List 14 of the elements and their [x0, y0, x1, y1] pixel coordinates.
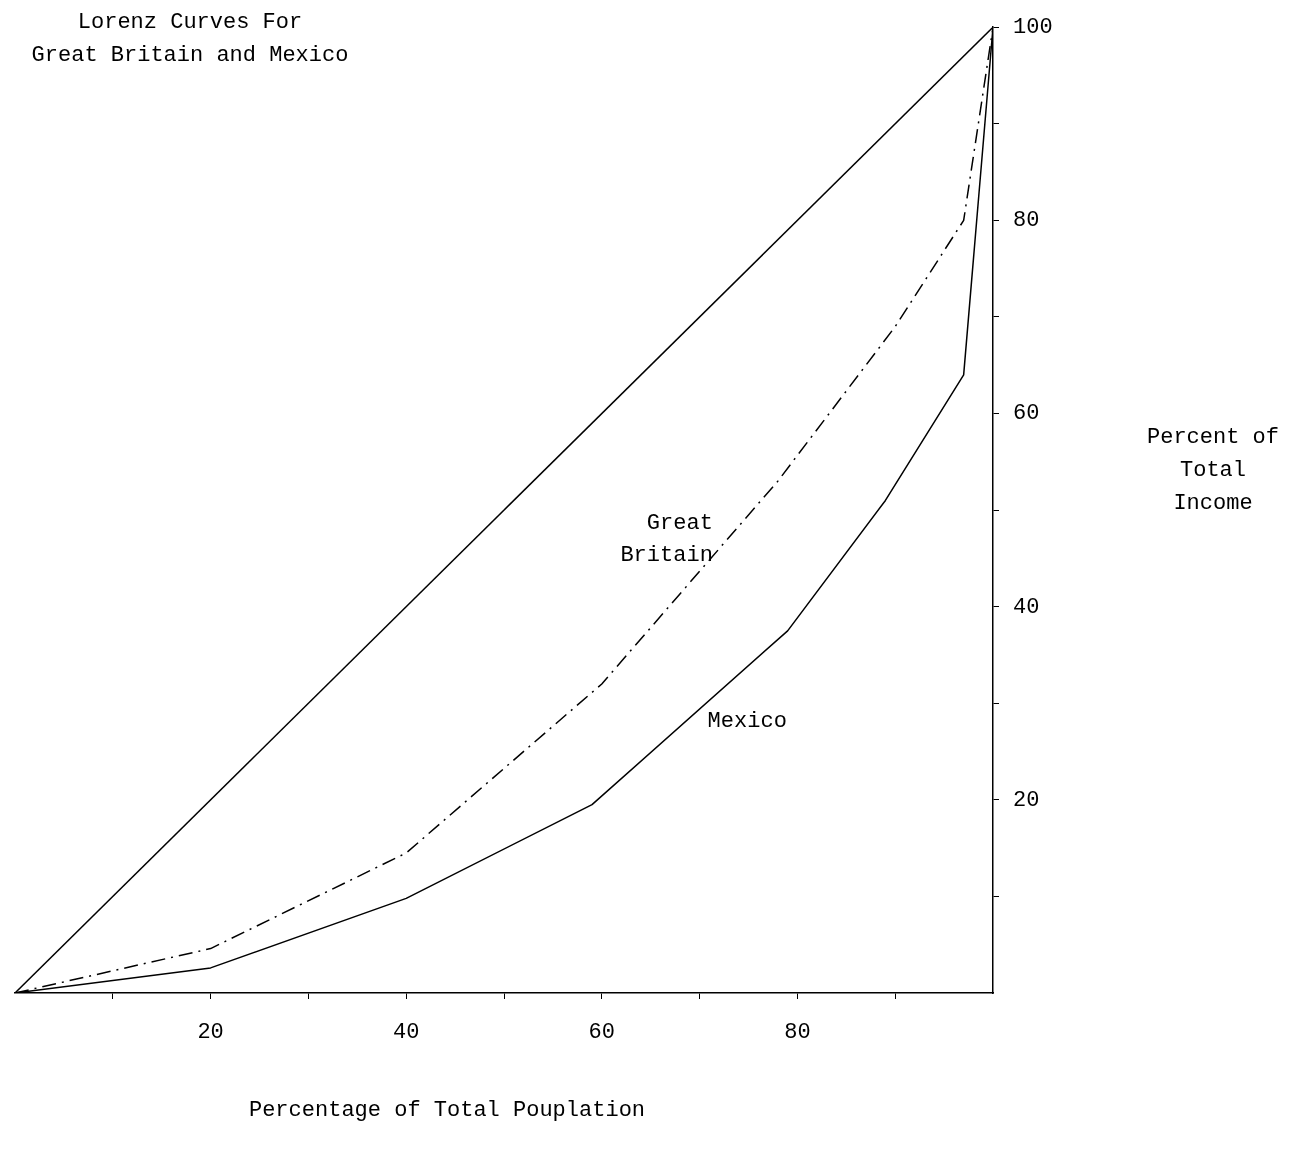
- series-label: Mexico: [707, 708, 787, 734]
- x-axis-title: Percentage of Total Pouplation: [248, 1097, 646, 1123]
- series-label: Great Britain: [620, 510, 713, 568]
- x-tick-label: 20: [197, 1020, 224, 1046]
- y-tick-label: 60: [1013, 401, 1040, 427]
- y-tick-label: 100: [1013, 15, 1053, 41]
- x-tick-label: 60: [588, 1020, 615, 1046]
- chart-title: Lorenz Curves For Great Britain and Mexico: [31, 9, 349, 68]
- y-tick-label: 40: [1013, 594, 1040, 620]
- y-tick-label: 20: [1013, 787, 1040, 813]
- x-tick-label: 40: [393, 1020, 420, 1046]
- y-axis-title: Percent of Total Income: [1146, 424, 1280, 516]
- x-tick-label: 80: [784, 1020, 811, 1046]
- y-tick-label: 80: [1013, 208, 1040, 234]
